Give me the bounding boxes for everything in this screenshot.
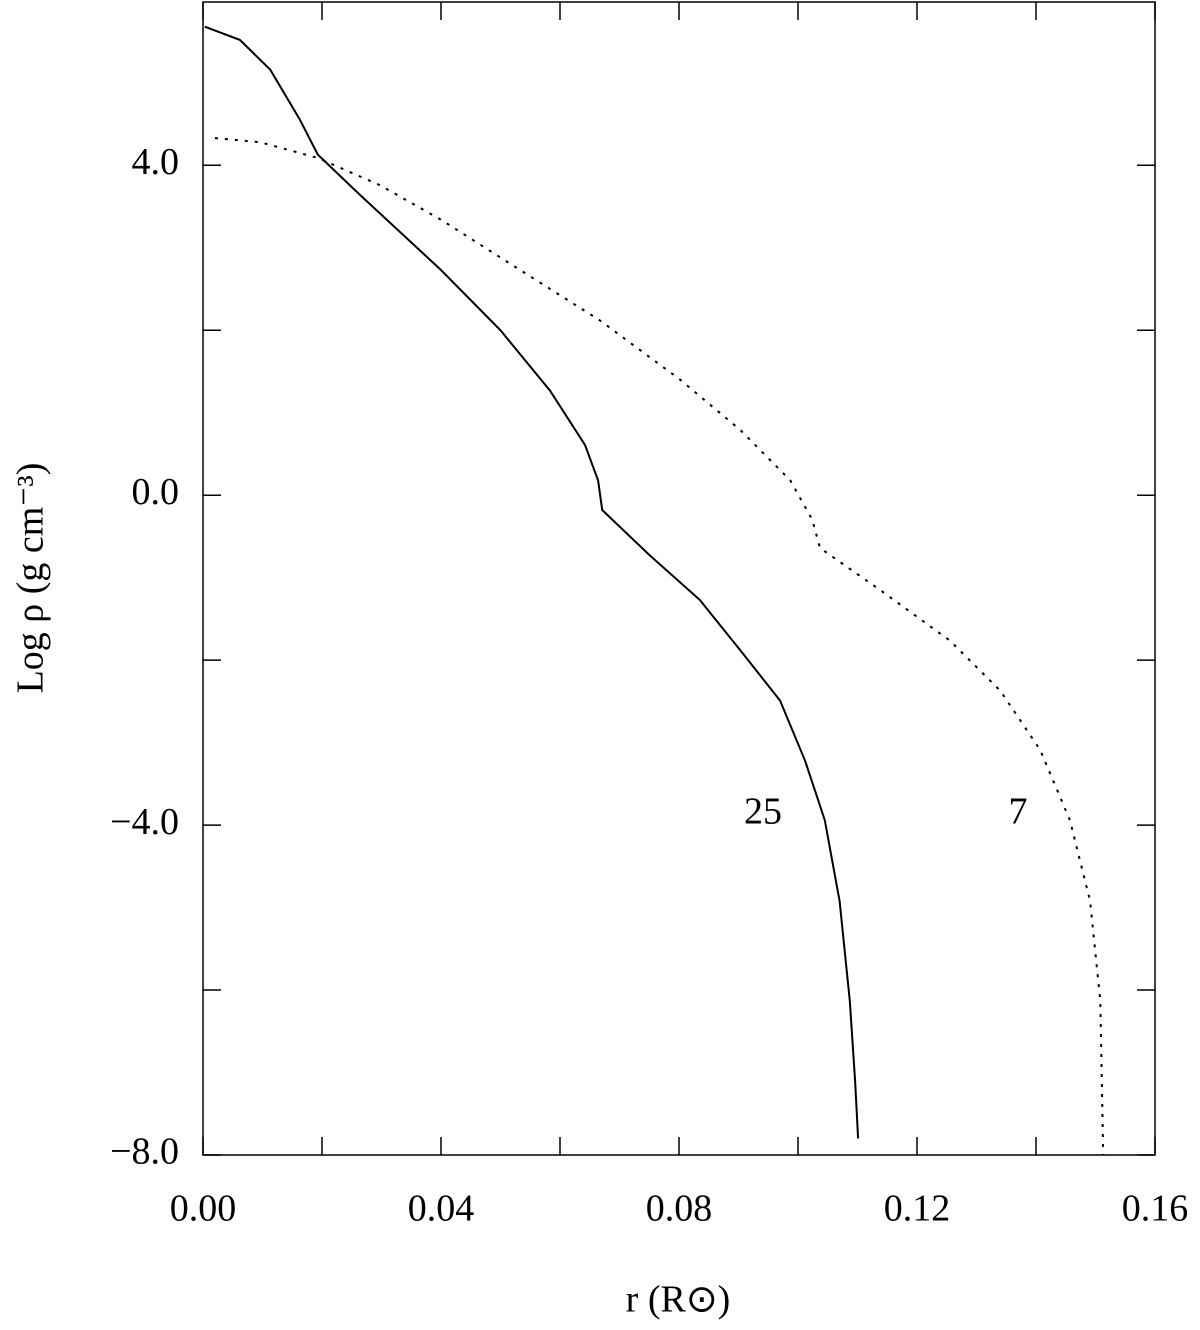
x-tick-label: 0.08 bbox=[646, 1188, 713, 1230]
x-tick-label: 0.00 bbox=[170, 1188, 237, 1230]
x-tick-label: 0.12 bbox=[884, 1188, 951, 1230]
y-tick-label: −8.0 bbox=[110, 1131, 179, 1173]
x-tick-label: 0.04 bbox=[408, 1188, 475, 1230]
y-tick-label: −4.0 bbox=[110, 801, 179, 843]
data-line bbox=[214, 137, 1105, 1156]
y-tick-label: 0.0 bbox=[132, 471, 180, 513]
y-axis-label: Log ρ (g cm⁻³) bbox=[10, 463, 52, 694]
curve-label: 25 bbox=[744, 791, 782, 833]
x-tick-label: 0.16 bbox=[1122, 1188, 1189, 1230]
plot-frame bbox=[202, 1, 1156, 1156]
data-line bbox=[204, 25, 860, 1139]
x-axis-label: r (R⊙) bbox=[626, 1279, 731, 1321]
y-tick-label: 4.0 bbox=[132, 141, 180, 183]
curve-label: 7 bbox=[1009, 791, 1028, 833]
